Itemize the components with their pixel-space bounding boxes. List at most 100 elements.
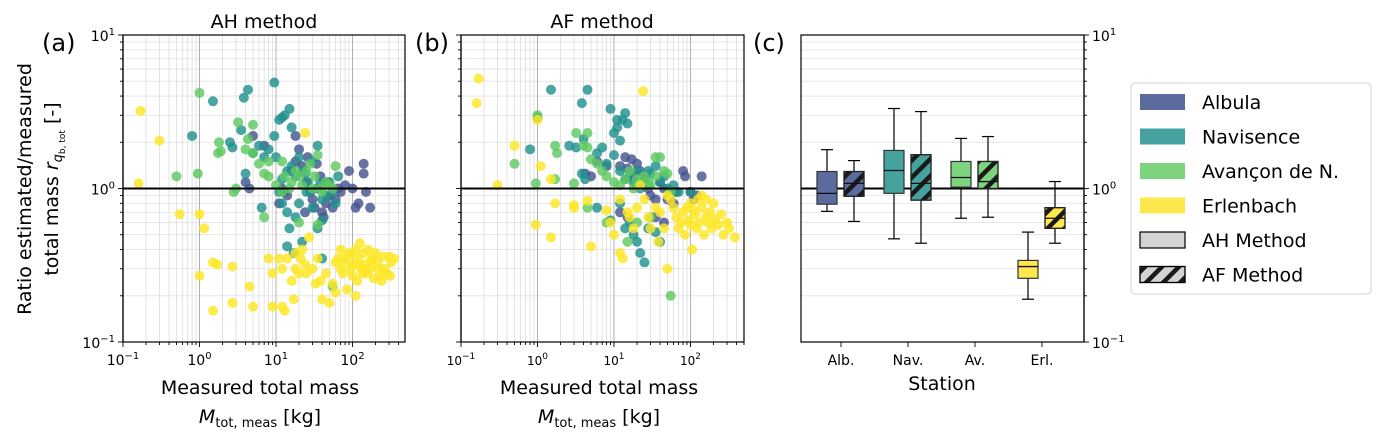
scatter-point-navisence bbox=[312, 140, 323, 151]
scatter-point-erlenbach bbox=[327, 278, 338, 289]
scatter-point-navisence bbox=[282, 207, 293, 218]
scatter-point-albula bbox=[353, 198, 364, 209]
legend-label: AH Method bbox=[1202, 230, 1307, 252]
scatter-point-erlenbach bbox=[337, 257, 348, 268]
box-body bbox=[883, 149, 905, 194]
box-av-ah bbox=[950, 137, 972, 219]
scatter-point-albula bbox=[358, 168, 369, 179]
y-tick-label: 10−1 bbox=[82, 334, 115, 352]
scatter-point-erlenbach bbox=[244, 281, 255, 292]
box-av-af bbox=[977, 135, 999, 218]
legend-swatch bbox=[1140, 128, 1185, 145]
scatter-point-erlenbach bbox=[638, 86, 649, 97]
scatter-point-erlenbach bbox=[194, 209, 205, 220]
x-label-a-line2: Mtot, meas [kg] bbox=[199, 406, 321, 431]
scatter-point-erlenbach bbox=[337, 268, 348, 279]
scatter-point-albula bbox=[290, 130, 301, 141]
scatter-point-navisence bbox=[601, 158, 612, 169]
scatter-point-erlenbach bbox=[705, 207, 716, 218]
scatter-point-avancon bbox=[309, 171, 320, 182]
scatter-point-erlenbach bbox=[690, 209, 701, 220]
scatter-point-erlenbach bbox=[282, 253, 293, 264]
x-sub-b: tot, meas bbox=[554, 416, 616, 431]
scatter-point-avancon bbox=[240, 144, 251, 155]
scatter-point-erlenbach bbox=[698, 229, 709, 240]
box-nav-ah bbox=[883, 107, 905, 240]
scatter-point-avancon bbox=[622, 236, 633, 247]
scatter-point-navisence bbox=[612, 122, 623, 133]
scatter-point-avancon bbox=[665, 290, 676, 301]
scatter-point-erlenbach bbox=[315, 275, 326, 286]
legend-swatch bbox=[1140, 197, 1185, 214]
scatter-point-avancon bbox=[242, 134, 253, 145]
scatter-point-avancon bbox=[286, 177, 297, 188]
scatter-point-erlenbach bbox=[696, 202, 707, 213]
scatter-point-navisence bbox=[650, 161, 661, 172]
x-tick-label: 100 bbox=[527, 352, 548, 368]
legend-frame bbox=[1130, 82, 1372, 295]
y-symbol: r bbox=[41, 161, 63, 170]
scatter-point-erlenbach bbox=[312, 253, 323, 264]
scatter-point-avancon bbox=[279, 171, 290, 182]
scatter-point-avancon bbox=[259, 212, 270, 223]
box-alb-af bbox=[843, 159, 865, 223]
box-body bbox=[1017, 259, 1039, 279]
legend-entry: AF Method bbox=[1139, 265, 1303, 287]
scatter-point-avancon bbox=[530, 178, 541, 189]
scatter-point-navisence bbox=[284, 223, 295, 234]
scatter-point-erlenbach bbox=[212, 259, 223, 270]
scatter-point-erlenbach bbox=[473, 73, 484, 84]
scatter-point-erlenbach bbox=[680, 229, 691, 240]
scatter-point-erlenbach bbox=[665, 194, 676, 205]
box-plots bbox=[816, 107, 1066, 300]
y-label-line1: Ratio estimated/measured bbox=[14, 63, 36, 315]
scatter-point-navisence bbox=[564, 140, 575, 151]
scatter-point-avancon bbox=[192, 168, 203, 179]
x-tick-label: 101 bbox=[603, 352, 624, 368]
scatter-point-erlenbach bbox=[530, 219, 541, 230]
x-tick-label: Av. bbox=[965, 353, 985, 369]
y-label-text: total mass bbox=[41, 170, 63, 275]
scatter-point-navisence bbox=[605, 103, 616, 114]
x-symbol: M bbox=[199, 406, 215, 428]
scatter-point-navisence bbox=[632, 236, 643, 247]
scatter-point-erlenbach bbox=[655, 207, 666, 218]
scatter-point-avancon bbox=[592, 158, 603, 169]
scatter-point-albula bbox=[294, 144, 305, 155]
scatter-point-navisence bbox=[227, 142, 238, 153]
y-tick-label: 100 bbox=[1092, 181, 1116, 199]
scatter-point-erlenbach bbox=[675, 217, 686, 228]
scatter-point-erlenbach bbox=[532, 114, 543, 125]
scatter-point-navisence bbox=[615, 135, 626, 146]
scatter-point-erlenbach bbox=[601, 205, 612, 216]
scatter-point-navisence bbox=[622, 118, 633, 129]
x-tick-label: 10−1 bbox=[447, 352, 476, 368]
scatter-point-avancon bbox=[620, 174, 631, 185]
scatter-point-avancon bbox=[247, 119, 258, 130]
scatter-point-erlenbach bbox=[550, 198, 561, 209]
scatter-point-erlenbach bbox=[352, 275, 363, 286]
scatter-point-erlenbach bbox=[330, 287, 341, 298]
scatter-point-erlenbach bbox=[389, 253, 400, 264]
y-sub: q bbox=[51, 154, 66, 162]
scatter-point-avancon bbox=[568, 178, 579, 189]
scatter-point-navisence bbox=[294, 198, 305, 209]
legend-label: Avançon de N. bbox=[1202, 161, 1339, 183]
x-label-a-line1: Measured total mass bbox=[161, 377, 359, 399]
title-b: AF method bbox=[550, 11, 653, 33]
x-unit: [kg] bbox=[277, 406, 321, 428]
scatter-point-erlenbach bbox=[617, 253, 628, 264]
x-tick-label: 100 bbox=[187, 351, 211, 369]
scatter-point-avancon bbox=[509, 158, 520, 169]
scatter-point-navisence bbox=[620, 108, 631, 119]
scatter-point-erlenbach bbox=[471, 98, 482, 109]
scatter-point-erlenbach bbox=[324, 297, 335, 308]
scatter-point-erlenbach bbox=[207, 305, 218, 316]
scatter-point-erlenbach bbox=[307, 263, 318, 274]
scatter-point-erlenbach bbox=[632, 202, 643, 213]
scatter-point-erlenbach bbox=[609, 229, 619, 240]
scatter-point-erlenbach bbox=[628, 223, 639, 234]
panel-a: 10−1 100 101 102 10−1 100 101 AH method (a) Me… bbox=[14, 11, 406, 431]
y-subsub: b, tot bbox=[58, 130, 68, 154]
